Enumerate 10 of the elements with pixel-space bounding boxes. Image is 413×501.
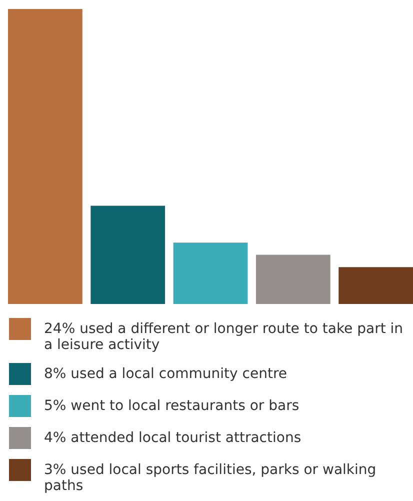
text: 5% went to local restaurants or bars [44,397,300,414]
text: 24% used a different or longer route to take part in a leisure activity [44,320,404,353]
bar [90,206,166,304]
bar [338,267,413,304]
text: 3% used local sports facilities, parks or walking paths [44,461,378,494]
bar [8,9,82,304]
text: 4% attended local tourist attractions [44,429,302,446]
bar [173,242,248,304]
bar [256,254,330,304]
text: 8% used a local community centre [44,365,288,382]
